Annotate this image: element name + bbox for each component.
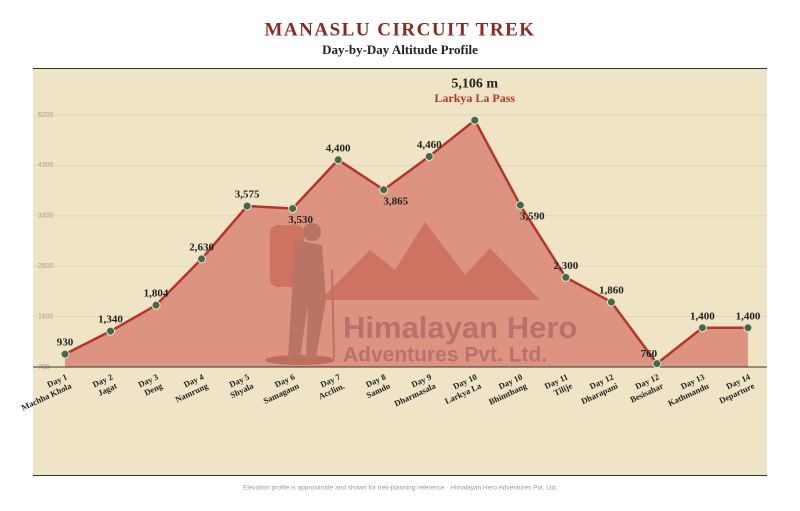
- hiker-head: [303, 223, 321, 241]
- watermark-art: [265, 222, 540, 365]
- value-label: 1,340: [98, 314, 123, 326]
- hiker-pole: [331, 269, 335, 359]
- value-label: 930: [57, 337, 74, 349]
- marker: [379, 185, 389, 195]
- marker: [697, 323, 707, 333]
- value-label: 2,300: [553, 260, 578, 272]
- marker: [470, 115, 480, 125]
- value-label: 3,530: [288, 214, 313, 226]
- marker: [743, 323, 753, 333]
- mountain-logo: [320, 222, 540, 300]
- value-label: 760: [641, 348, 658, 360]
- value-label: 4,400: [326, 142, 351, 154]
- marker: [515, 200, 525, 210]
- hiker-body: [288, 240, 326, 358]
- annotation-label: Larkya La Pass: [434, 91, 515, 105]
- watermark-line1: Himalayan Hero: [343, 310, 577, 345]
- value-label: 3,575: [235, 189, 260, 201]
- marker: [652, 359, 662, 369]
- chart-subtitle: Day-by-Day Altitude Profile: [322, 42, 478, 57]
- value-label: 1,400: [690, 310, 715, 322]
- marker: [106, 326, 116, 336]
- shadow: [265, 355, 335, 365]
- marker: [60, 349, 70, 359]
- value-label: 1,804: [144, 288, 169, 300]
- annotation-value: 5,106 m: [451, 76, 498, 91]
- marker: [197, 254, 207, 264]
- footer: Elevation profile is approximate and sho…: [243, 485, 557, 492]
- value-label: 4,460: [417, 139, 442, 151]
- marker: [242, 201, 252, 211]
- value-label: 3,865: [383, 195, 408, 207]
- chart-title: MANASLU CIRCUIT TREK: [264, 19, 535, 40]
- marker: [288, 204, 298, 214]
- watermark-line2: Adventures Pvt. Ltd.: [343, 344, 547, 367]
- hiker-pack: [270, 225, 304, 287]
- value-label: 2,630: [189, 241, 214, 253]
- value-label: 3,590: [520, 211, 545, 223]
- marker: [424, 151, 434, 161]
- line: [64, 118, 748, 366]
- value-label: 1,400: [736, 310, 761, 322]
- area-fill: [65, 120, 748, 367]
- marker: [333, 155, 343, 165]
- marker: [151, 300, 161, 310]
- marker: [606, 297, 616, 307]
- marker: [561, 272, 571, 282]
- value-label: 1,860: [599, 285, 624, 297]
